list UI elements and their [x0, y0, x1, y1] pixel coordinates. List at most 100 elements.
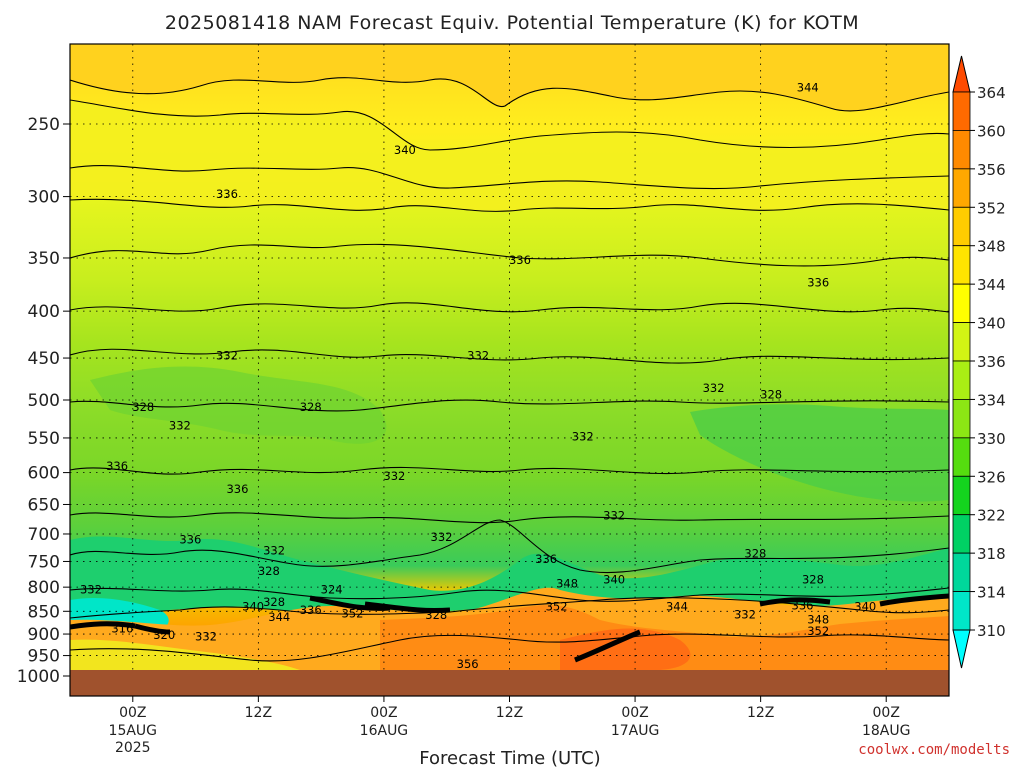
- colorbar-label-12: 356: [977, 161, 1006, 179]
- contour-label-2: 336: [216, 187, 238, 201]
- colorbar: 310 314 318 322 326 330 334 336 340 344 348 352 356 3…: [952, 55, 1006, 669]
- contour-label-31: 352: [342, 607, 364, 621]
- y-tick-label-5: 500: [28, 391, 60, 411]
- colorbar-label-1: 314: [977, 584, 1006, 602]
- colorbar-label-13: 360: [977, 122, 1006, 140]
- x-tick-date-0: 15AUG: [109, 723, 158, 739]
- colorbar-swatch-3: [952, 206, 971, 247]
- x-tick-date-6: 18AUG: [862, 723, 911, 739]
- contour-label-36: 344: [268, 610, 290, 624]
- colorbar-swatch-1: [952, 130, 971, 170]
- contour-label-18: 336: [179, 533, 201, 547]
- colorbar-swatch-9: [952, 437, 971, 477]
- contour-label-25: 332: [80, 583, 102, 597]
- y-tick-label-1: 300: [28, 188, 60, 208]
- colorbar-label-14: 364: [977, 84, 1006, 102]
- contour-label-24: 348: [556, 577, 578, 591]
- contour-label-32: 352: [546, 600, 568, 614]
- credit-text: coolwx.com/modelts: [858, 742, 1010, 758]
- contour-label-26: 324: [321, 583, 343, 597]
- y-tick-label-14: 950: [28, 647, 60, 667]
- y-tick-label-6: 550: [28, 429, 60, 449]
- contour-label-34: 336: [792, 599, 814, 613]
- contour-label-9: 328: [132, 400, 154, 414]
- contour-label-38: 332: [734, 608, 756, 622]
- contour-label-3: 336: [509, 253, 531, 267]
- colorbar-bottom-arrow: [952, 629, 971, 669]
- contour-label-37: 328: [425, 608, 447, 622]
- colorbar-swatch-0: [952, 91, 971, 131]
- colorbar-label-5: 330: [977, 430, 1006, 448]
- contour-label-28: 328: [263, 595, 285, 609]
- colorbar-top-arrow: [952, 55, 971, 93]
- contour-lines: [70, 77, 949, 662]
- contour-labels: 344 340 336 336 336 332 332 332 328 328 328 332 332 3…: [80, 80, 876, 671]
- x-tick-date-2: 16AUG: [360, 723, 409, 739]
- colorbar-label-4: 326: [977, 468, 1006, 486]
- y-tick-label-4: 450: [28, 349, 60, 369]
- y-tick-label-15: 1000: [17, 667, 60, 687]
- contour-label-0: 344: [797, 80, 819, 94]
- contour-label-8: 328: [760, 387, 782, 401]
- contour-label-43: 352: [807, 624, 829, 638]
- contour-label-14: 332: [383, 469, 405, 483]
- theta-e-364-region: [560, 628, 691, 670]
- colorbar-label-2: 318: [977, 545, 1006, 563]
- contour-label-17: 332: [431, 530, 453, 544]
- colorbar-swatch-8: [952, 399, 971, 439]
- y-tick-label-13: 900: [28, 625, 60, 645]
- colorbar-label-7: 336: [977, 353, 1006, 371]
- contour-label-5: 332: [216, 348, 238, 362]
- x-axis-label: Forecast Time (UTC): [419, 748, 600, 768]
- contour-label-12: 332: [572, 430, 594, 444]
- contour-label-30: 336: [300, 603, 322, 617]
- colorbar-swatch-13: [952, 591, 971, 631]
- contour-label-27: 328: [802, 573, 824, 587]
- colorbar-label-10: 348: [977, 238, 1006, 256]
- y-tick-label-2: 350: [28, 249, 60, 269]
- contour-label-20: 336: [535, 552, 557, 566]
- colorbar-label-8: 340: [977, 315, 1006, 333]
- contour-label-44: 356: [457, 657, 479, 671]
- contour-label-29: 340: [242, 600, 264, 614]
- y-tick-label-3: 400: [28, 302, 60, 322]
- y-tick-label-0: 250: [28, 115, 60, 135]
- colorbar-label-3: 322: [977, 507, 1006, 525]
- colorbar-swatch-5: [952, 283, 971, 323]
- contour-label-40: 316: [111, 622, 133, 636]
- y-tick-label-10: 750: [28, 552, 60, 572]
- contour-label-42: 332: [195, 629, 217, 643]
- colorbar-label-0: 310: [977, 622, 1006, 640]
- contour-label-19: 332: [263, 544, 285, 558]
- colorbar-swatch-10: [952, 475, 971, 516]
- front-bands: [70, 593, 949, 663]
- colorbar-swatch-4: [952, 245, 971, 285]
- contour-label-41: 320: [153, 628, 175, 642]
- theta-e-336-low-region: [70, 639, 300, 670]
- x-tick-label-5: 12Z: [747, 705, 774, 721]
- y-tick-label-9: 700: [28, 525, 60, 545]
- colorbar-swatch-6: [952, 322, 971, 362]
- colorbar-swatch-7: [952, 360, 971, 400]
- grid-lines: [70, 44, 949, 696]
- ground-surface: [70, 670, 949, 696]
- colorbar-swatch-2: [952, 168, 971, 208]
- y-axis: 250 300 350 400 450 500 550 600 650 700 750 800 850 9…: [17, 115, 70, 687]
- contour-label-1: 340: [394, 143, 416, 157]
- contour-label-6: 332: [467, 348, 489, 362]
- y-tick-label-7: 600: [28, 464, 60, 484]
- x-tick-date-4: 17AUG: [611, 723, 660, 739]
- x-tick-label-3: 12Z: [496, 705, 523, 721]
- contour-label-11: 332: [169, 418, 191, 432]
- contour-label-4: 336: [807, 275, 829, 289]
- contour-label-21: 328: [258, 564, 280, 578]
- contour-label-7: 332: [703, 381, 725, 395]
- contour-label-10: 328: [300, 400, 322, 414]
- contour-label-16: 332: [603, 508, 625, 522]
- theta-e-328-region: [90, 366, 387, 444]
- y-tick-label-8: 650: [28, 495, 60, 515]
- contour-label-23: 340: [603, 573, 625, 587]
- plot-area: 344 340 336 336 336 332 332 332 328 328 328 332 332 3…: [70, 44, 949, 696]
